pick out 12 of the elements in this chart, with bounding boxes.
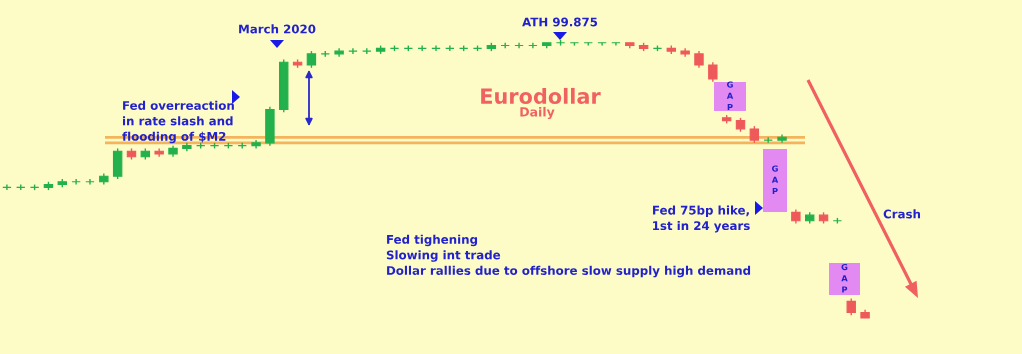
annotation: GAP [771, 165, 779, 195]
annotation: Fed 75bp hike, 1st in 24 years [653, 205, 750, 233]
annotation: GAP [726, 81, 734, 111]
annotation: GAP [841, 263, 848, 293]
text: Daily [520, 106, 555, 120]
text: Crash [883, 209, 921, 219]
annotation: Fed tighening Slowing int trade Dollar rallies due to offshore slow supply high demand [386, 234, 751, 278]
annotation: Fed overreaction in rate slash and flooding of $M2 [122, 100, 234, 144]
text: ATH 99.875 [522, 17, 598, 27]
text: March 2020 [239, 24, 316, 34]
candlestick [708, 61, 718, 83]
text: Eurodollar [481, 87, 601, 105]
